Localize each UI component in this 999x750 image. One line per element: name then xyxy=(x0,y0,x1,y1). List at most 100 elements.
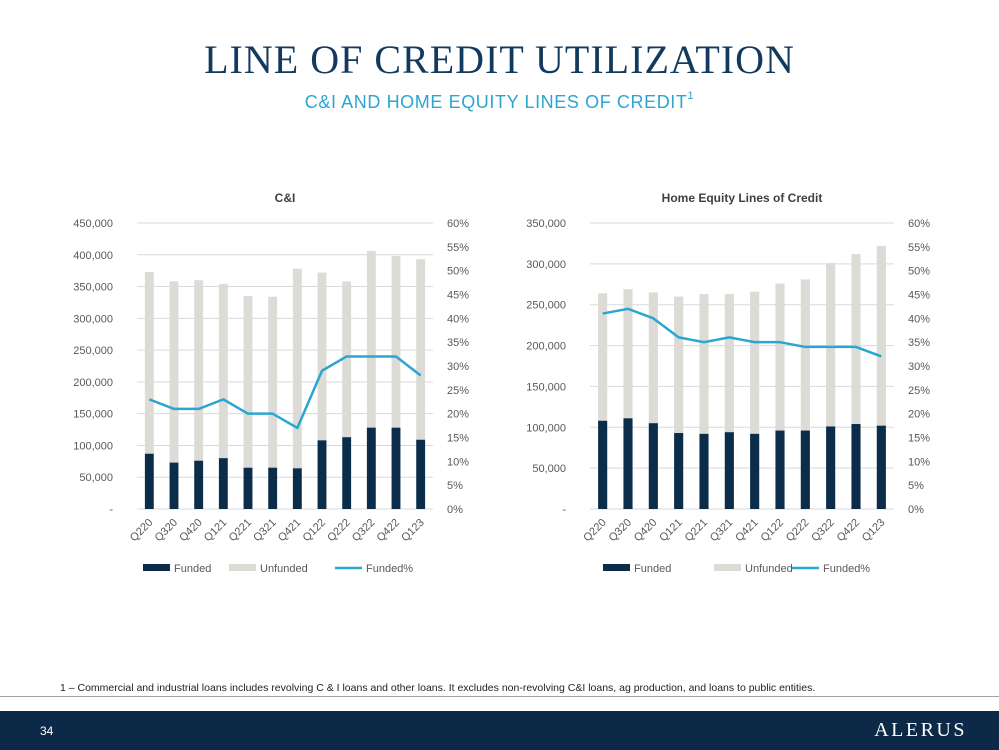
chart1-legend-label: Funded xyxy=(174,563,211,575)
chart2-bar-unfunded xyxy=(750,291,760,434)
chart2-x-tick: Q222 xyxy=(784,517,812,545)
chart1-bar-funded xyxy=(144,453,154,509)
chart1-title: C&I xyxy=(275,191,296,205)
chart1-y-left-tick: 50,000 xyxy=(79,472,113,484)
chart2-legend-label: Funded% xyxy=(823,563,870,575)
chart2-x-tick: Q321 xyxy=(708,517,736,545)
chart1-y-right-tick: 45% xyxy=(447,290,469,302)
chart1-bar-funded xyxy=(268,467,278,509)
chart2-title: Home Equity Lines of Credit xyxy=(662,191,823,205)
chart1-x-tick: Q220 xyxy=(128,517,156,545)
chart2-x-tick: Q422 xyxy=(835,517,863,545)
chart2-y-right-tick: 55% xyxy=(908,242,930,254)
chart1-x-tick: Q121 xyxy=(202,517,230,545)
chart1-y-left-tick: 200,000 xyxy=(73,377,113,389)
chart1-y-right-tick: 50% xyxy=(447,266,469,278)
chart1-y-right-tick: 20% xyxy=(447,409,469,421)
chart1-bar-unfunded xyxy=(243,296,253,468)
footer-divider xyxy=(0,696,999,697)
chart2-bar-funded xyxy=(750,433,760,509)
chart1-bar-funded xyxy=(218,458,228,509)
charts-canvas: C&I - 50,000 100,000 150,000 200,000 250,000 30… xyxy=(73,191,930,575)
chart1-x-tick: Q321 xyxy=(251,517,279,545)
page-title: LINE OF CREDIT UTILIZATION xyxy=(204,37,795,82)
page-number: 34 xyxy=(40,724,54,738)
chart2-line-funded-pct xyxy=(602,307,882,358)
chart1-x-tick: Q320 xyxy=(153,517,181,545)
chart1-bar-funded xyxy=(317,440,327,509)
chart1-y-right-tick: 30% xyxy=(447,361,469,373)
chart1-bar-unfunded xyxy=(342,281,352,438)
chart2-bar-unfunded xyxy=(851,254,861,425)
chart2-x-tick: Q320 xyxy=(607,517,635,545)
chart1-y-right-tick: 40% xyxy=(447,313,469,325)
chart1-bar-unfunded xyxy=(144,271,154,454)
chart1-bar-funded xyxy=(292,468,302,509)
chart2-bar-unfunded xyxy=(724,294,734,433)
chart2-x-tick: Q220 xyxy=(581,517,609,545)
alerus-logo: ALERUS xyxy=(874,719,967,741)
chart1-y-right-tick: 60% xyxy=(447,218,469,230)
chart1-y-left-tick: - xyxy=(109,504,113,516)
footnote: 1 – Commercial and industrial loans incl… xyxy=(60,682,816,694)
chart2-x-tick: Q221 xyxy=(683,517,711,545)
chart2-bar-funded xyxy=(851,424,861,509)
chart1-x-tick: Q421 xyxy=(276,517,304,545)
chart2-y-right-tick: 60% xyxy=(908,218,930,230)
chart2-y-left-tick: 50,000 xyxy=(532,463,566,475)
chart1-bar-funded xyxy=(169,462,179,509)
chart1-bar-funded xyxy=(194,460,204,509)
chart2-bar-funded xyxy=(623,418,633,509)
chart2-y-left-tick: 200,000 xyxy=(526,341,566,353)
chart2-y-left-tick: 300,000 xyxy=(526,259,566,271)
footer-bar xyxy=(0,711,999,750)
chart2-y-left-tick: 100,000 xyxy=(526,422,566,434)
chart2-y-right-tick: 45% xyxy=(908,290,930,302)
chart1-y-right-tick: 35% xyxy=(447,337,469,349)
chart1-y-left-tick: 350,000 xyxy=(73,282,113,294)
chart1-bar-unfunded xyxy=(366,250,376,428)
chart2-bar-unfunded xyxy=(648,292,658,424)
chart1-bar-unfunded xyxy=(194,280,204,461)
chart1-x-tick: Q122 xyxy=(301,517,329,545)
chart1-y-left-tick: 100,000 xyxy=(73,440,113,452)
chart1-x-tick: Q123 xyxy=(399,517,427,545)
chart2-bar-unfunded xyxy=(876,245,886,426)
chart2-bar-unfunded xyxy=(674,296,684,434)
chart2-legend-label: Unfunded xyxy=(745,563,793,575)
chart2-x-tick: Q123 xyxy=(860,517,888,545)
chart2-y-right-tick: 15% xyxy=(908,433,930,445)
chart1-bar-unfunded xyxy=(218,284,228,459)
chart2-y-left-tick: - xyxy=(562,504,566,516)
chart1-y-left-tick: 400,000 xyxy=(73,250,113,262)
chart2-y-right-tick: 0% xyxy=(908,504,924,516)
chart2-bar-unfunded xyxy=(598,293,608,421)
chart2-y-right-tick: 25% xyxy=(908,385,930,397)
chart2-y-right-tick: 20% xyxy=(908,409,930,421)
chart1-bar-funded xyxy=(243,467,253,509)
chart2-y-right-tick: 30% xyxy=(908,361,930,373)
chart2-x-tick: Q421 xyxy=(733,517,761,545)
chart1-x-tick: Q422 xyxy=(375,517,403,545)
chart1-legend-label: Unfunded xyxy=(260,563,308,575)
chart1-x-tick: Q221 xyxy=(227,517,255,545)
chart2-y-right-tick: 5% xyxy=(908,480,924,492)
chart2-legend-swatch xyxy=(714,564,741,571)
chart2-x-tick: Q322 xyxy=(809,517,837,545)
chart2-legend-label: Funded xyxy=(634,563,671,575)
chart1-y-right-tick: 5% xyxy=(447,480,463,492)
chart2-x-tick: Q121 xyxy=(657,517,685,545)
chart2-y-right-tick: 40% xyxy=(908,313,930,325)
chart1-legend-label: Funded% xyxy=(366,563,413,575)
chart2-y-right-tick: 35% xyxy=(908,337,930,349)
chart1-bar-funded xyxy=(342,437,352,509)
chart1-line-funded-pct xyxy=(148,355,422,430)
chart2-x-tick: Q420 xyxy=(632,517,660,545)
chart2-legend-swatch xyxy=(603,564,630,571)
chart1-y-right-tick: 10% xyxy=(447,456,469,468)
chart2-y-left-tick: 150,000 xyxy=(526,381,566,393)
chart2-bar-funded xyxy=(699,433,709,509)
chart1-x-tick: Q222 xyxy=(325,517,353,545)
chart1-y-right-tick: 25% xyxy=(447,385,469,397)
subtitle-footnote-marker: 1 xyxy=(687,90,695,102)
